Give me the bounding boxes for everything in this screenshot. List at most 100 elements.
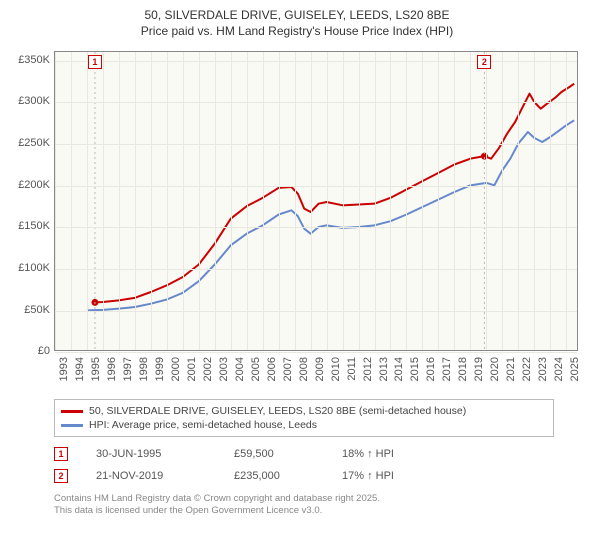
x-tick-label: 2007 xyxy=(282,357,294,381)
x-tick-label: 2001 xyxy=(186,357,198,381)
event-date: 30-JUN-1995 xyxy=(96,448,206,460)
y-tick-label: £50K xyxy=(6,304,50,316)
gridline-v xyxy=(279,52,280,350)
legend-swatch xyxy=(61,410,83,413)
gridline-v xyxy=(183,52,184,350)
x-tick-label: 2006 xyxy=(266,357,278,381)
event-marker: 2 xyxy=(54,469,68,483)
x-tick-label: 2019 xyxy=(473,357,485,381)
gridline-v xyxy=(247,52,248,350)
event-price: £59,500 xyxy=(234,448,314,460)
gridline-v xyxy=(470,52,471,350)
x-tick-label: 2011 xyxy=(346,357,358,381)
x-tick-label: 1999 xyxy=(154,357,166,381)
x-tick-label: 2005 xyxy=(250,357,262,381)
gridline-v xyxy=(502,52,503,350)
chart-marker: 2 xyxy=(477,55,491,69)
event-row: 130-JUN-1995£59,50018% ↑ HPI xyxy=(54,443,590,465)
gridline-v xyxy=(486,52,487,350)
gridline-v xyxy=(119,52,120,350)
x-tick-label: 2018 xyxy=(457,357,469,381)
y-tick-label: £150K xyxy=(6,220,50,232)
x-tick-label: 2014 xyxy=(393,357,405,381)
x-tick-label: 2002 xyxy=(202,357,214,381)
x-tick-label: 2015 xyxy=(409,357,421,381)
gridline-v xyxy=(534,52,535,350)
series-line xyxy=(87,121,574,311)
gridline-v xyxy=(438,52,439,350)
x-tick-label: 2020 xyxy=(489,357,501,381)
gridline-v xyxy=(71,52,72,350)
gridline-v xyxy=(231,52,232,350)
gridline-v xyxy=(550,52,551,350)
y-tick-label: £250K xyxy=(6,137,50,149)
y-tick-label: £350K xyxy=(6,54,50,66)
legend-item: 50, SILVERDALE DRIVE, GUISELEY, LEEDS, L… xyxy=(61,404,547,418)
chart-svg xyxy=(55,52,577,350)
gridline-h xyxy=(55,144,577,145)
x-tick-label: 1994 xyxy=(74,357,86,381)
gridline-v xyxy=(375,52,376,350)
gridline-v xyxy=(311,52,312,350)
legend: 50, SILVERDALE DRIVE, GUISELEY, LEEDS, L… xyxy=(54,399,554,437)
gridline-v xyxy=(518,52,519,350)
y-tick-label: £0 xyxy=(6,345,50,357)
event-hpi: 17% ↑ HPI xyxy=(342,470,442,482)
gridline-v xyxy=(199,52,200,350)
gridline-h xyxy=(55,186,577,187)
plot-area: 12 xyxy=(54,51,578,351)
gridline-v xyxy=(135,52,136,350)
x-tick-label: 2010 xyxy=(330,357,342,381)
gridline-v xyxy=(87,52,88,350)
gridline-v xyxy=(422,52,423,350)
gridline-v xyxy=(454,52,455,350)
x-tick-label: 2004 xyxy=(234,357,246,381)
gridline-h xyxy=(55,311,577,312)
gridline-v xyxy=(327,52,328,350)
gridline-v xyxy=(151,52,152,350)
x-tick-label: 2009 xyxy=(314,357,326,381)
x-tick-label: 2023 xyxy=(537,357,549,381)
x-tick-label: 2013 xyxy=(378,357,390,381)
x-tick-label: 2012 xyxy=(362,357,374,381)
gridline-h xyxy=(55,61,577,62)
event-date: 21-NOV-2019 xyxy=(96,470,206,482)
x-tick-label: 2022 xyxy=(521,357,533,381)
chart-marker: 1 xyxy=(88,55,102,69)
x-tick-label: 2025 xyxy=(569,357,581,381)
legend-label: HPI: Average price, semi-detached house,… xyxy=(89,419,317,431)
x-tick-label: 2017 xyxy=(441,357,453,381)
legend-item: HPI: Average price, semi-detached house,… xyxy=(61,418,547,432)
attribution: Contains HM Land Registry data © Crown c… xyxy=(54,493,590,517)
gridline-v xyxy=(167,52,168,350)
gridline-v xyxy=(215,52,216,350)
gridline-v xyxy=(343,52,344,350)
gridline-v xyxy=(359,52,360,350)
chart-title: 50, SILVERDALE DRIVE, GUISELEY, LEEDS, L… xyxy=(4,8,590,39)
x-tick-label: 2008 xyxy=(298,357,310,381)
events-table: 130-JUN-1995£59,50018% ↑ HPI221-NOV-2019… xyxy=(54,443,590,487)
attribution-line-1: Contains HM Land Registry data © Crown c… xyxy=(54,493,590,505)
legend-label: 50, SILVERDALE DRIVE, GUISELEY, LEEDS, L… xyxy=(89,405,466,417)
attribution-line-2: This data is licensed under the Open Gov… xyxy=(54,505,590,517)
event-price: £235,000 xyxy=(234,470,314,482)
x-tick-label: 1996 xyxy=(106,357,118,381)
x-tick-label: 2003 xyxy=(218,357,230,381)
gridline-v xyxy=(295,52,296,350)
x-tick-label: 2024 xyxy=(553,357,565,381)
y-tick-label: £300K xyxy=(6,95,50,107)
x-tick-label: 1997 xyxy=(122,357,134,381)
gridline-v xyxy=(103,52,104,350)
gridline-v xyxy=(263,52,264,350)
chart-area: 12 £0£50K£100K£150K£200K£250K£300K£350K1… xyxy=(10,45,590,395)
x-tick-label: 2016 xyxy=(425,357,437,381)
event-row: 2 21-NOV-2019 £235,000 17% ↑ HPI xyxy=(54,465,590,487)
y-tick-label: £200K xyxy=(6,179,50,191)
gridline-v xyxy=(390,52,391,350)
y-tick-label: £100K xyxy=(6,262,50,274)
x-tick-label: 1995 xyxy=(90,357,102,381)
gridline-v xyxy=(55,52,56,350)
x-tick-label: 2021 xyxy=(505,357,517,381)
x-tick-label: 1993 xyxy=(58,357,70,381)
gridline-v xyxy=(566,52,567,350)
